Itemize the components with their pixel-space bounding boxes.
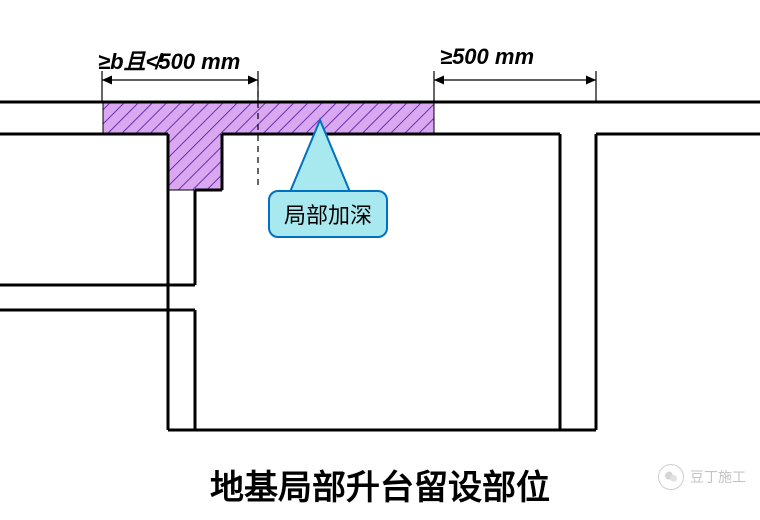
dimension-right-label: ≥500 mm: [440, 44, 534, 70]
watermark-text: 豆丁施工: [690, 467, 746, 487]
diagram-title: 地基局部升台留设部位: [0, 460, 760, 509]
callout-label: 局部加深: [268, 190, 388, 238]
diagram-canvas: [0, 0, 760, 520]
watermark: 豆丁施工: [658, 464, 746, 490]
wechat-icon: [658, 464, 684, 490]
dimension-left-label: ≥b且≮500 mm: [98, 44, 240, 76]
